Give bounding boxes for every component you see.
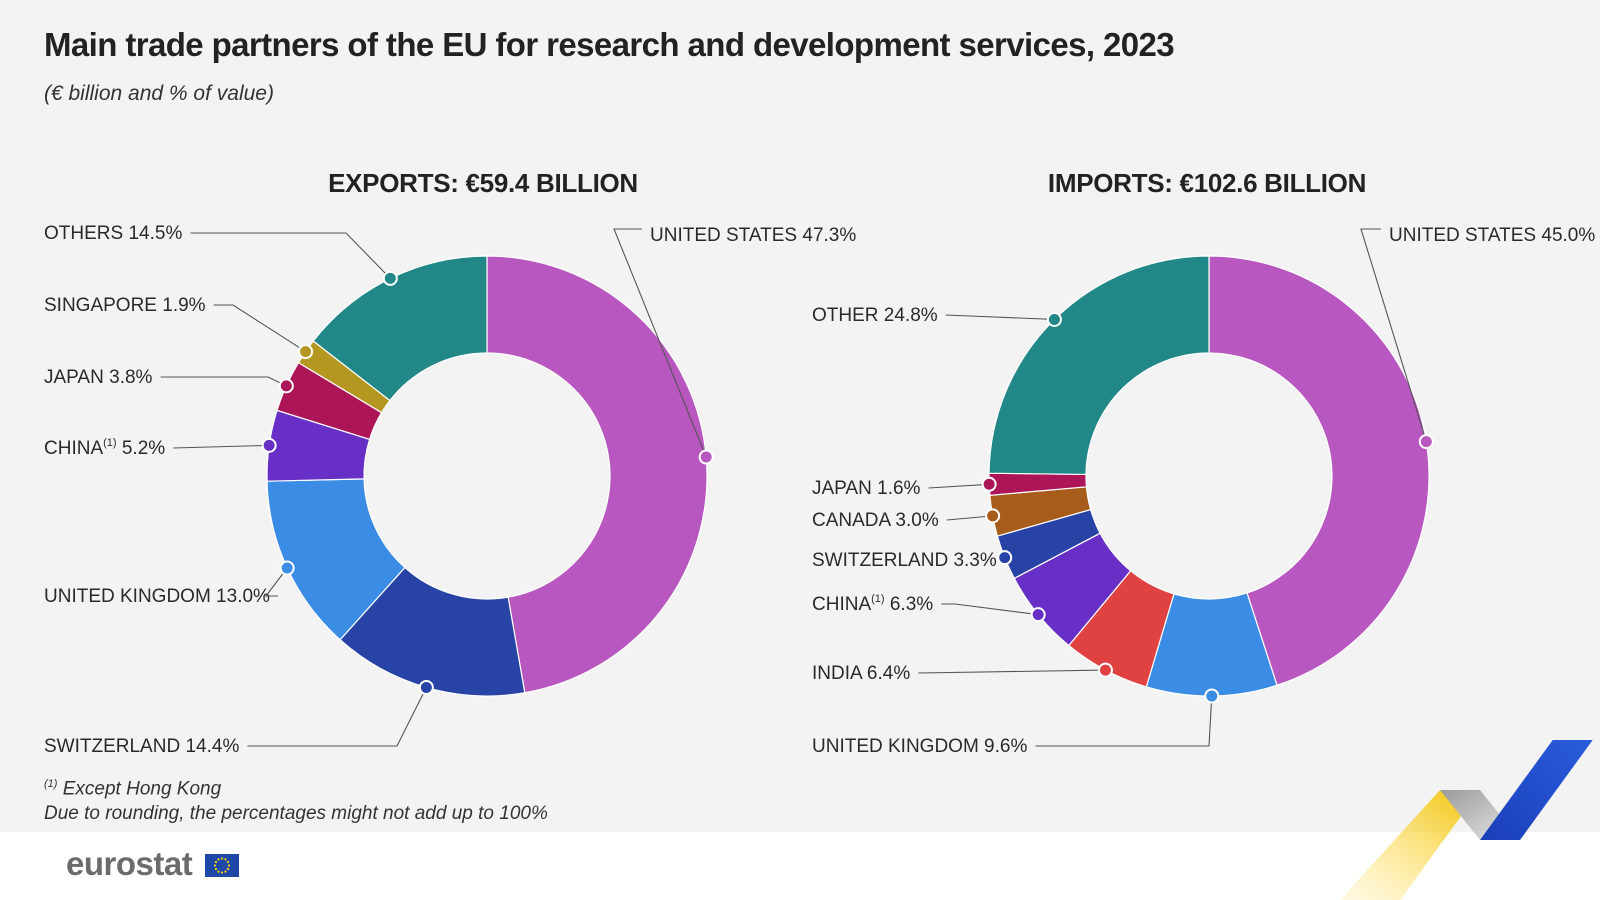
exports-slice-china-marker-dot: [261, 437, 277, 453]
exports-slice-united-kingdom-marker-dot: [279, 560, 295, 576]
imports-slice-india-leader-line: [918, 669, 1106, 674]
imports-slice-united-kingdom-leader-line: [1035, 695, 1213, 747]
exports-slice-singapore-marker-dot: [298, 344, 314, 360]
imports-slice-united-kingdom-marker-dot: [1204, 688, 1220, 704]
imports-slice-united-states-label: UNITED STATES 45.0%: [1389, 225, 1595, 246]
footnote-rounding: Due to rounding, the percentages might n…: [44, 803, 548, 825]
exports-slice-united-states-marker-dot: [698, 449, 714, 465]
footnote-hong-kong: (1) Except Hong Kong: [44, 778, 222, 800]
imports-slice-china-marker-dot: [1030, 607, 1046, 623]
imports-slice-canada-label: CANADA 3.0%: [812, 510, 939, 531]
imports-slice-united-states-marker-dot: [1418, 434, 1434, 450]
exports-slice-united-states-label: UNITED STATES 47.3%: [650, 225, 856, 246]
exports-slice-singapore-label: SINGAPORE 1.9%: [44, 295, 206, 316]
imports-slice-japan-label: JAPAN 1.6%: [812, 478, 921, 499]
imports-slice-united-states: [1208, 255, 1430, 686]
imports-slice-china-label: CHINA(1) 6.3%: [812, 593, 933, 615]
exports-slice-others-leader-line: [190, 232, 391, 279]
exports-slice-united-states: [486, 255, 708, 694]
imports-slice-india-label: INDIA 6.4%: [812, 663, 910, 684]
exports-slice-united-states-leader-line: [613, 228, 707, 458]
footer-bar: [0, 832, 1600, 900]
imports-slice-switzerland-marker-dot: [997, 550, 1013, 566]
exports-slice-others-label: OTHERS 14.5%: [44, 223, 182, 244]
exports-donut-chart: EXPORTS: €59.4 BILLION UNITED STATES 47.3…: [44, 168, 856, 757]
imports-slice-other: [988, 255, 1210, 476]
imports-chart-title: IMPORTS: €102.6 BILLION: [1048, 168, 1366, 198]
imports-slice-united-states-leader-line: [1360, 228, 1427, 442]
exports-slice-china-label: CHINA(1) 5.2%: [44, 437, 165, 459]
imports-slice-united-kingdom-label: UNITED KINGDOM 9.6%: [812, 736, 1027, 757]
imports-slice-japan-leader-line: [928, 483, 990, 489]
exports-slice-others-marker-dot: [382, 270, 398, 286]
imports-slice-canada-leader-line: [946, 515, 993, 521]
exports-slice-singapore-leader-line: [213, 304, 306, 353]
eurostat-logo: eurostat: [66, 845, 193, 882]
imports-slice-other-label: OTHER 24.8%: [812, 305, 938, 326]
imports-slice-other-marker-dot: [1046, 311, 1062, 327]
footnotes: (1) Except Hong Kong Due to rounding, th…: [44, 772, 548, 826]
page-title: Main trade partners of the EU for resear…: [44, 26, 1175, 63]
page-subtitle: (€ billion and % of value): [44, 82, 274, 105]
exports-slice-united-kingdom-leader-line: [264, 567, 288, 597]
exports-slice-japan-label: JAPAN 3.8%: [44, 367, 153, 388]
eu-flag-icon: [205, 854, 239, 877]
imports-slice-japan-marker-dot: [981, 476, 997, 492]
imports-slice-switzerland-label: SWITZERLAND 3.3%: [812, 550, 997, 571]
exports-slice-others: [312, 255, 488, 402]
exports-chart-title: EXPORTS: €59.4 BILLION: [328, 168, 638, 198]
imports-slice-china-leader-line: [941, 603, 1039, 616]
exports-slice-switzerland-label: SWITZERLAND 14.4%: [44, 736, 239, 757]
imports-slice-india-marker-dot: [1097, 662, 1113, 678]
exports-slice-japan-leader-line: [160, 376, 287, 387]
imports-donut-chart: IMPORTS: €102.6 BILLION UNITED STATES 45.…: [812, 168, 1595, 757]
exports-slice-china-leader-line: [173, 444, 270, 449]
exports-slice-japan-marker-dot: [278, 378, 294, 394]
imports-slice-canada-marker-dot: [985, 508, 1001, 524]
exports-slice-switzerland-leader-line: [247, 687, 427, 747]
charts-area: EXPORTS: €59.4 BILLION UNITED STATES 47.3…: [44, 168, 1595, 757]
exports-slice-switzerland-marker-dot: [418, 679, 434, 695]
exports-slice-united-kingdom-label: UNITED KINGDOM 13.0%: [44, 586, 270, 607]
imports-slice-other-leader-line: [945, 314, 1055, 321]
corner-ribbon-decoration: [1340, 740, 1593, 900]
